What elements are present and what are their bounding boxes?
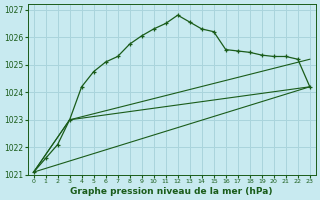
X-axis label: Graphe pression niveau de la mer (hPa): Graphe pression niveau de la mer (hPa)	[70, 187, 273, 196]
